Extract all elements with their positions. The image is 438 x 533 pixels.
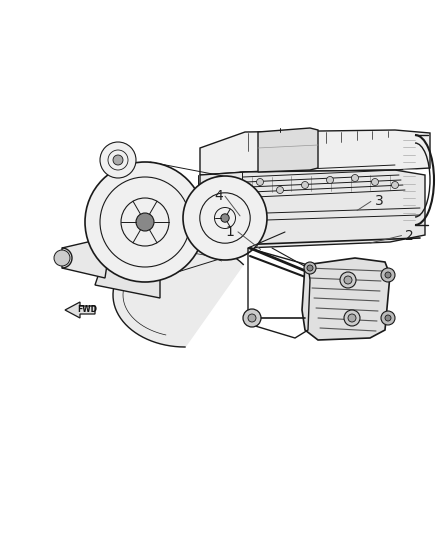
Circle shape xyxy=(212,182,219,189)
Circle shape xyxy=(54,250,70,266)
Circle shape xyxy=(304,262,316,274)
Circle shape xyxy=(326,176,333,183)
Circle shape xyxy=(183,176,267,260)
Circle shape xyxy=(221,214,229,222)
Circle shape xyxy=(136,213,154,231)
Circle shape xyxy=(371,179,378,185)
Circle shape xyxy=(352,174,358,182)
Circle shape xyxy=(243,309,261,327)
Polygon shape xyxy=(200,130,430,175)
Circle shape xyxy=(100,142,136,178)
Circle shape xyxy=(381,268,395,282)
Circle shape xyxy=(276,187,283,193)
Circle shape xyxy=(307,265,313,271)
Text: 4: 4 xyxy=(215,189,223,203)
Circle shape xyxy=(392,182,399,189)
Circle shape xyxy=(340,272,356,288)
Text: FWD: FWD xyxy=(77,305,97,314)
Circle shape xyxy=(385,272,391,278)
Circle shape xyxy=(85,162,205,282)
Circle shape xyxy=(226,189,233,196)
Circle shape xyxy=(257,179,264,185)
Polygon shape xyxy=(302,258,390,340)
Circle shape xyxy=(248,314,256,322)
Polygon shape xyxy=(258,128,318,172)
Circle shape xyxy=(381,311,395,325)
Text: 3: 3 xyxy=(374,195,383,208)
Circle shape xyxy=(348,314,356,322)
Circle shape xyxy=(344,310,360,326)
Circle shape xyxy=(113,155,123,165)
Polygon shape xyxy=(95,255,160,298)
Polygon shape xyxy=(65,302,95,318)
Polygon shape xyxy=(113,243,243,347)
Circle shape xyxy=(385,315,391,321)
Circle shape xyxy=(344,276,352,284)
Circle shape xyxy=(301,182,308,189)
Polygon shape xyxy=(155,170,425,250)
Text: 1: 1 xyxy=(226,225,234,239)
Text: 2: 2 xyxy=(405,229,414,243)
Polygon shape xyxy=(62,238,108,278)
